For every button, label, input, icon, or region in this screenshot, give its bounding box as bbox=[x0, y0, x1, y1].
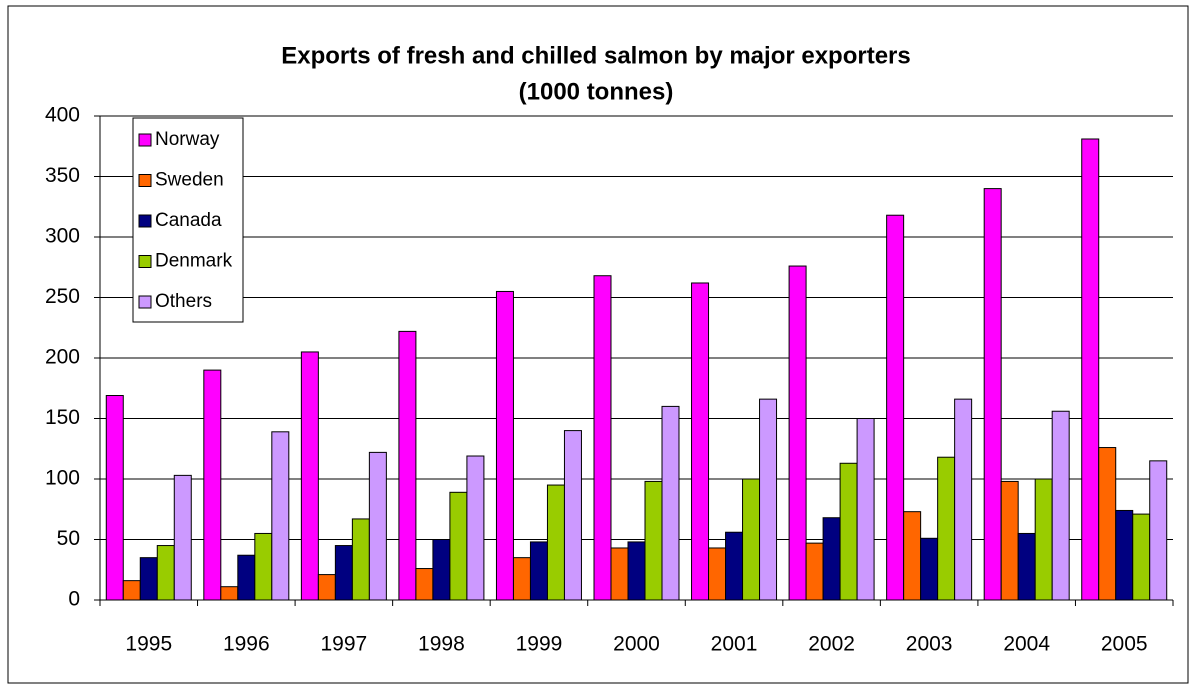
bar bbox=[122, 580, 141, 601]
x-tick-label: 1998 bbox=[418, 633, 465, 656]
bar bbox=[105, 395, 124, 601]
bar bbox=[449, 491, 468, 601]
bar bbox=[920, 537, 939, 601]
bar bbox=[368, 451, 387, 601]
legend-swatch bbox=[138, 214, 152, 228]
bar bbox=[254, 532, 273, 601]
bar bbox=[759, 398, 778, 601]
bar bbox=[1149, 460, 1168, 601]
bar bbox=[156, 545, 175, 601]
bar bbox=[661, 405, 680, 601]
bar bbox=[742, 478, 761, 601]
legend-swatch bbox=[138, 133, 152, 147]
bar bbox=[593, 275, 612, 601]
bar bbox=[1017, 532, 1036, 601]
y-tick-label: 50 bbox=[57, 527, 80, 550]
legend-label: Norway bbox=[155, 129, 220, 150]
bar bbox=[432, 539, 451, 601]
chart-title: Exports of fresh and chilled salmon by m… bbox=[281, 42, 911, 69]
y-tick-label: 100 bbox=[45, 467, 80, 490]
bar bbox=[856, 418, 875, 601]
bar bbox=[1115, 509, 1134, 601]
bar bbox=[1132, 513, 1151, 601]
x-tick-label: 1997 bbox=[321, 633, 368, 656]
bar bbox=[351, 518, 370, 601]
bar bbox=[237, 554, 256, 601]
bar bbox=[1000, 480, 1019, 601]
chart-subtitle: (1000 tonnes) bbox=[519, 78, 674, 105]
x-tick-label: 1999 bbox=[516, 633, 563, 656]
bar bbox=[415, 568, 434, 601]
bar bbox=[334, 545, 353, 601]
bar bbox=[203, 369, 222, 601]
bar bbox=[317, 574, 336, 601]
bar bbox=[271, 431, 290, 601]
legend-label: Others bbox=[155, 291, 212, 312]
bar bbox=[937, 456, 956, 601]
bar bbox=[822, 517, 841, 601]
x-tick-label: 1995 bbox=[125, 633, 172, 656]
bar bbox=[903, 511, 922, 601]
x-tick-label: 2004 bbox=[1003, 633, 1050, 656]
bar bbox=[563, 430, 582, 601]
legend-swatch bbox=[138, 174, 152, 187]
bar bbox=[220, 586, 239, 601]
x-tick-label: 2002 bbox=[808, 633, 855, 656]
bar bbox=[1098, 447, 1117, 601]
y-tick-label: 0 bbox=[68, 588, 80, 611]
y-tick-label: 250 bbox=[45, 285, 80, 308]
bar bbox=[627, 541, 646, 601]
bar bbox=[1081, 138, 1100, 601]
bar bbox=[610, 547, 629, 601]
bar bbox=[788, 265, 807, 601]
bar bbox=[691, 282, 710, 601]
x-tick-label: 2000 bbox=[613, 633, 660, 656]
bar bbox=[1051, 410, 1070, 601]
y-tick-label: 350 bbox=[45, 164, 80, 187]
bar bbox=[805, 542, 824, 601]
bar bbox=[954, 398, 973, 601]
y-tick-label: 300 bbox=[45, 225, 80, 248]
bar bbox=[398, 330, 417, 601]
bar bbox=[300, 351, 319, 601]
legend-box bbox=[132, 117, 244, 323]
bar bbox=[139, 557, 158, 601]
bar bbox=[886, 214, 905, 601]
legend-swatch bbox=[138, 255, 152, 268]
x-tick-label: 1996 bbox=[223, 633, 270, 656]
legend-label: Canada bbox=[155, 210, 222, 231]
bar bbox=[529, 541, 548, 601]
legend-label: Denmark bbox=[155, 251, 233, 272]
bar bbox=[644, 480, 663, 601]
x-tick-label: 2003 bbox=[906, 633, 953, 656]
y-tick-label: 200 bbox=[45, 346, 80, 369]
y-tick-label: 400 bbox=[45, 104, 80, 127]
x-tick-label: 2001 bbox=[711, 633, 758, 656]
x-tick-label: 2005 bbox=[1101, 633, 1148, 656]
bar bbox=[466, 455, 485, 601]
legend-label: Sweden bbox=[155, 170, 224, 191]
bar bbox=[839, 462, 858, 601]
bar bbox=[725, 531, 744, 601]
bar bbox=[512, 557, 531, 601]
bar bbox=[173, 474, 192, 601]
bar bbox=[495, 290, 514, 601]
bar bbox=[1034, 478, 1053, 601]
bar bbox=[708, 547, 727, 601]
bar bbox=[546, 484, 565, 601]
legend-swatch bbox=[138, 295, 152, 309]
bar bbox=[983, 188, 1002, 601]
y-tick-label: 150 bbox=[45, 406, 80, 429]
